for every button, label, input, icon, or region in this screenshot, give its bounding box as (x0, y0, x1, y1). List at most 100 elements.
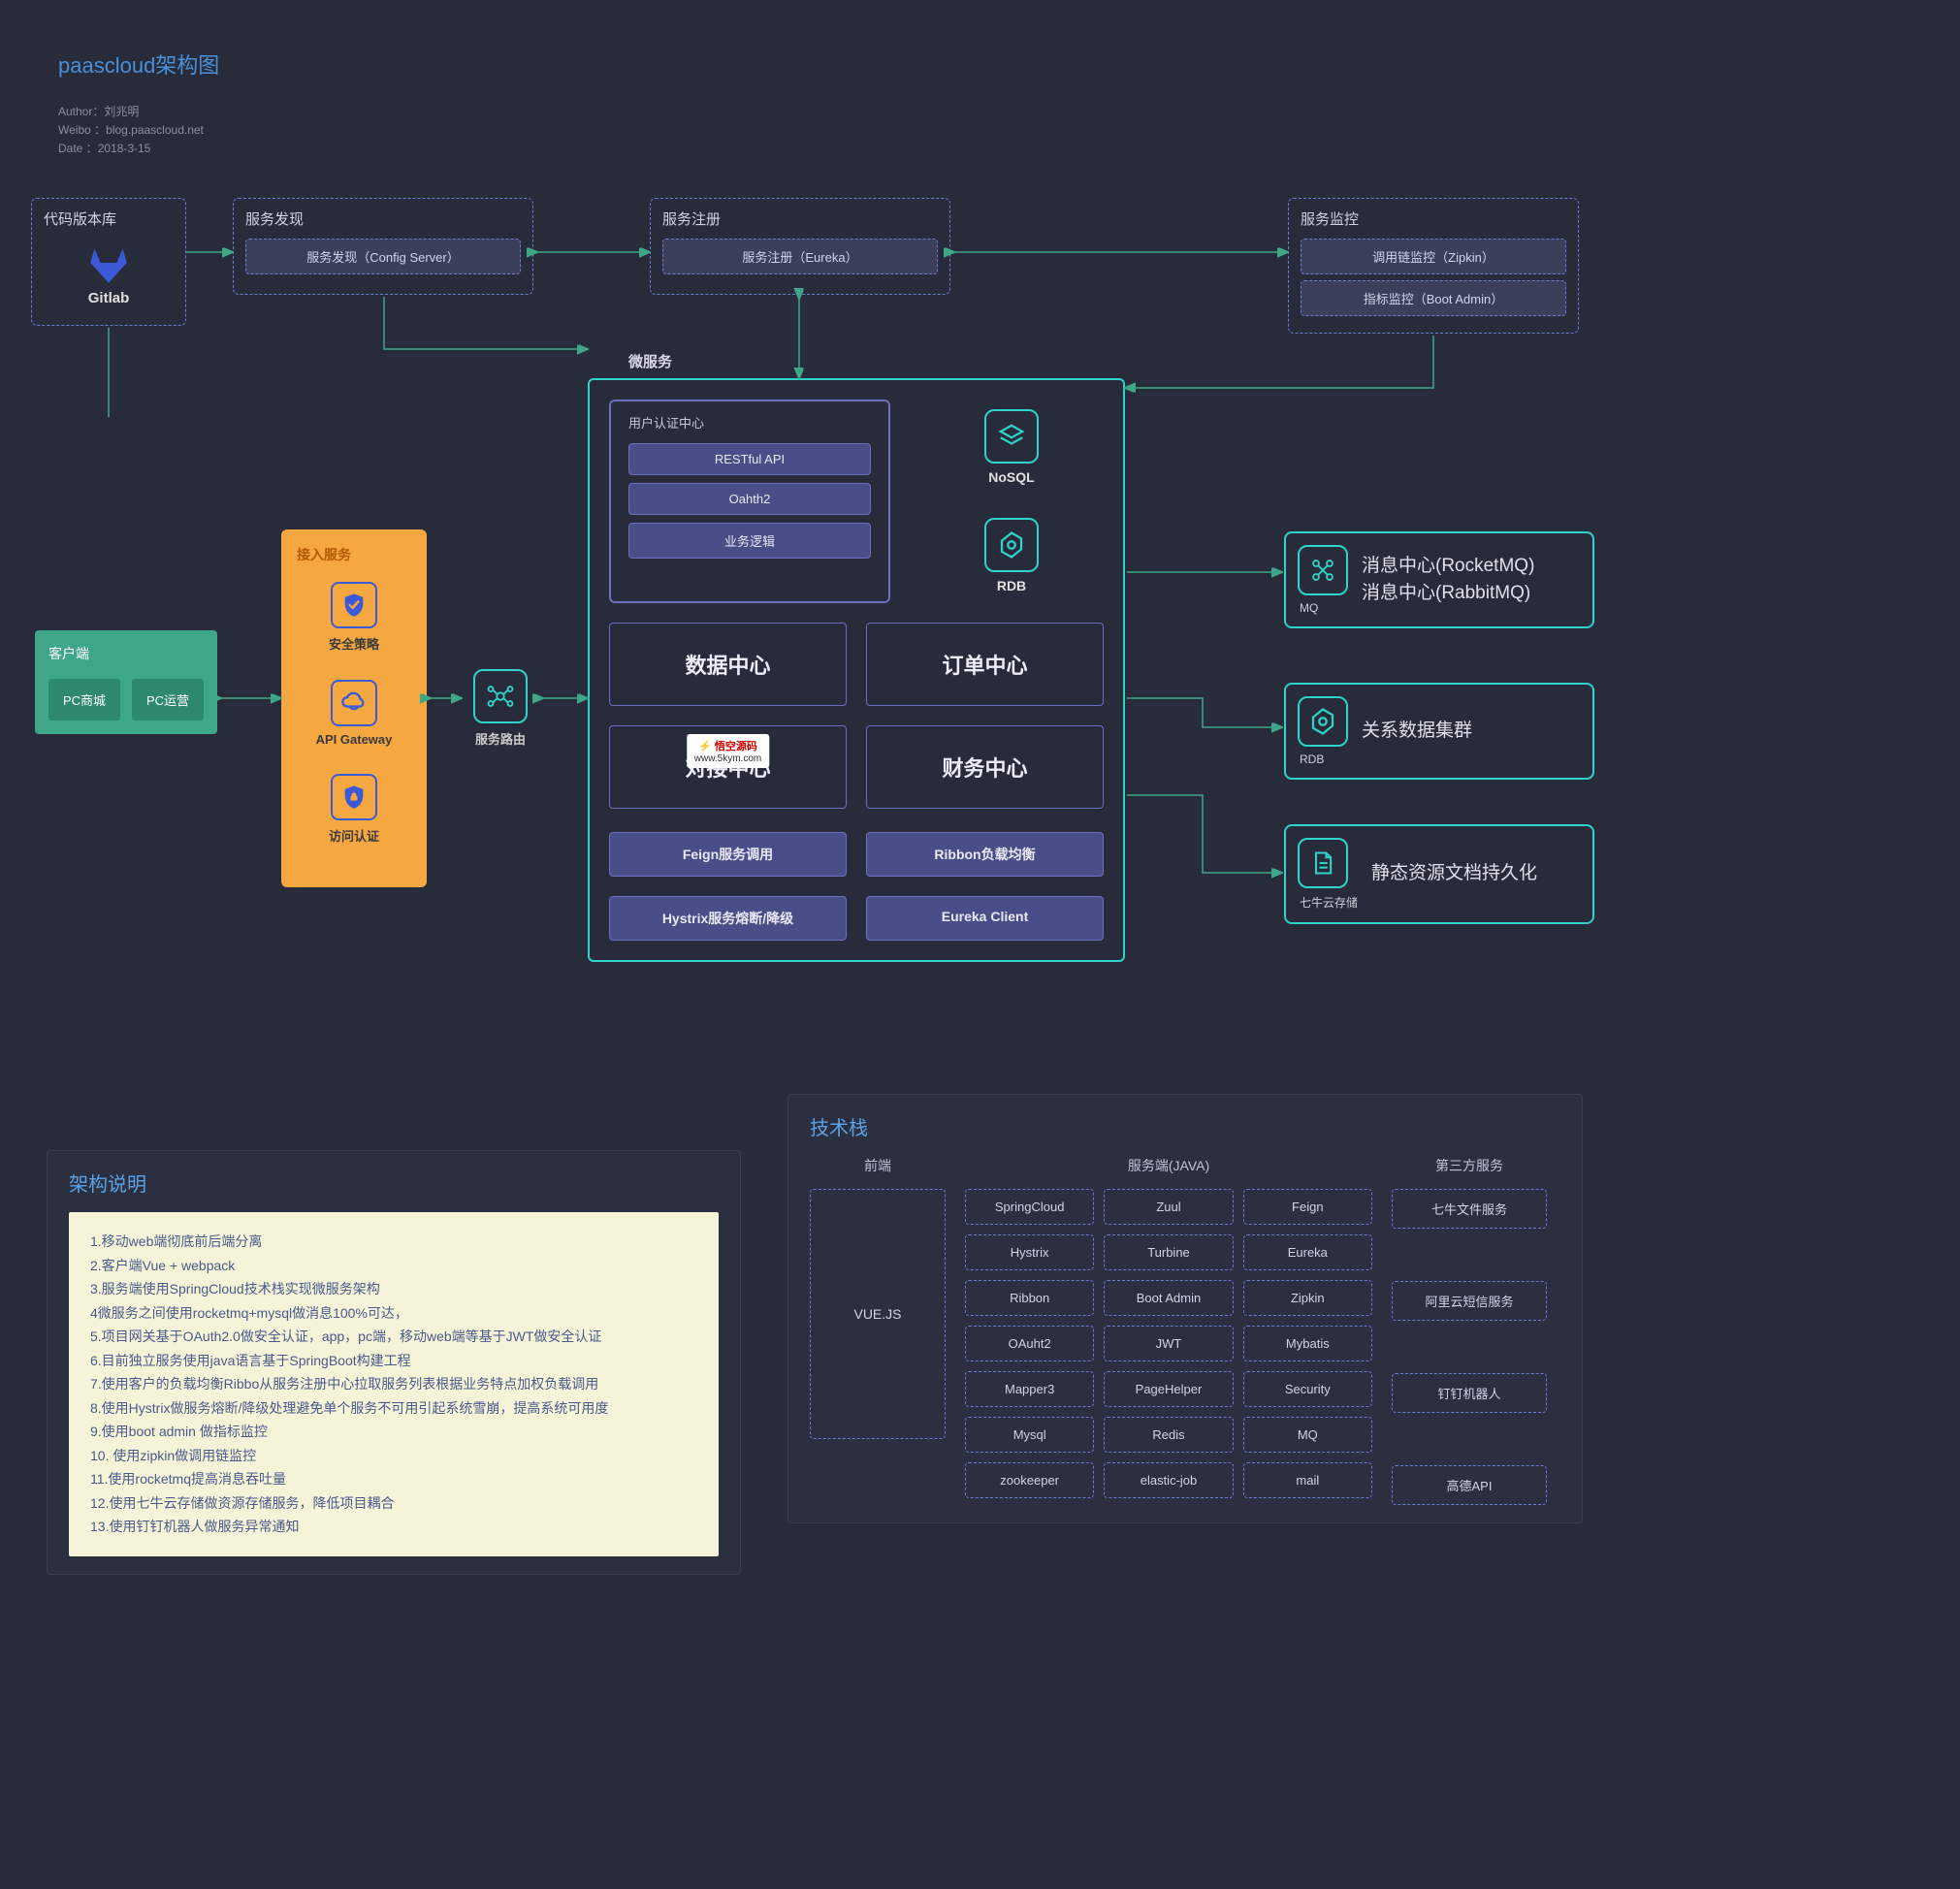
desc-line: 11.使用rocketmq提高消息吞吐量 (90, 1467, 697, 1491)
side-text: 关系数据集群 (1362, 718, 1472, 746)
auth-chip: Oahth2 (628, 483, 871, 515)
desc-line: 9.使用boot admin 做指标监控 (90, 1420, 697, 1444)
gitlab-box: 代码版本库 Gitlab (31, 198, 186, 326)
stack-cell: OAuht2 (965, 1326, 1094, 1361)
monitor-chip: 调用链监控（Zipkin） (1301, 239, 1566, 274)
desc-line: 13.使用钉钉机器人做服务异常通知 (90, 1515, 697, 1539)
desc-line: 8.使用Hystrix做服务熔断/降级处理避免单个服务不可用引起系统雪崩，提高系… (90, 1396, 697, 1421)
client-title: 客户端 (48, 644, 204, 663)
db-label: RDB (919, 578, 1104, 593)
stack-cell: Eureka (1243, 1234, 1372, 1270)
hex-db-icon (1298, 696, 1348, 747)
meta-weibo: Weibo ：blog.paascloud.net (58, 121, 204, 140)
stack-front-cell: VUE.JS (810, 1189, 946, 1439)
access-label: API Gateway (297, 732, 411, 747)
access-title: 接入服务 (297, 545, 411, 564)
svc-cell: Ribbon负载均衡 (866, 832, 1104, 877)
desc-line: 6.目前独立服务使用java语言基于SpringBoot构建工程 (90, 1349, 697, 1373)
side-under: MQ (1300, 601, 1348, 615)
shield-lock-icon (331, 774, 377, 820)
desc-line: 1.移动web端彻底前后端分离 (90, 1230, 697, 1254)
stack-cell: Zuul (1104, 1189, 1233, 1225)
access-box: 接入服务 安全策略 API Gateway 访问认证 (281, 529, 427, 887)
page-title: paascloud架构图 (58, 48, 219, 80)
stack-cell: 七牛文件服务 (1392, 1189, 1547, 1229)
auth-title: 用户认证中心 (628, 413, 871, 432)
stack-cell: Zipkin (1243, 1280, 1372, 1316)
cloud-route-icon (331, 680, 377, 726)
micro-title: 微服务 (628, 351, 672, 371)
monitor-chip: 指标监控（Boot Admin） (1301, 280, 1566, 316)
svc-cell: Hystrix服务熔断/降级 (609, 896, 847, 941)
center-cell: 财务中心 (866, 725, 1104, 809)
stack-title: 技术栈 (810, 1112, 1560, 1140)
registry-title: 服务注册 (662, 208, 938, 229)
desc-line: 2.客户端Vue + webpack (90, 1254, 697, 1278)
monitor-box: 服务监控 调用链监控（Zipkin） 指标监控（Boot Admin） (1288, 198, 1579, 334)
micro-box: 用户认证中心 RESTful API Oahth2 业务逻辑 NoSQL RDB 数据… (588, 378, 1125, 962)
stack-cell: zookeeper (965, 1462, 1094, 1498)
center-cell: 订单中心 (866, 623, 1104, 706)
db-card: RDB (919, 518, 1104, 593)
desc-title: 架构说明 (69, 1169, 719, 1197)
stack-panel: 技术栈 前端 VUE.JS 服务端(JAVA) SpringCloudZuulF… (787, 1094, 1583, 1523)
client-cell: PC运营 (132, 679, 204, 720)
stack-cell: Ribbon (965, 1280, 1094, 1316)
auth-chip: 业务逻辑 (628, 523, 871, 559)
route-label: 服务路由 (462, 729, 539, 748)
stack-server-title: 服务端(JAVA) (965, 1156, 1372, 1175)
stack-cell: Boot Admin (1104, 1280, 1233, 1316)
stack-cell: Hystrix (965, 1234, 1094, 1270)
stack-cell: mail (1243, 1462, 1372, 1498)
monitor-title: 服务监控 (1301, 208, 1566, 229)
center-cell: 对接中心⚡ 悟空源码www.5kym.com (609, 725, 847, 809)
route-block: 服务路由 (462, 669, 539, 748)
db-label: NoSQL (919, 469, 1104, 485)
desc-line: 12.使用七牛云存储做资源存储服务，降低项目耦合 (90, 1491, 697, 1516)
access-item: API Gateway (297, 680, 411, 747)
gitlab-icon (82, 239, 135, 287)
auth-chip: RESTful API (628, 443, 871, 475)
registry-box: 服务注册 服务注册（Eureka） (650, 198, 950, 295)
side-under: RDB (1300, 752, 1348, 766)
desc-panel: 架构说明 1.移动web端彻底前后端分离2.客户端Vue + webpack3.… (47, 1150, 741, 1575)
access-item: 访问认证 (297, 774, 411, 845)
stack-cell: 钉钉机器人 (1392, 1373, 1547, 1413)
shield-check-icon (331, 582, 377, 628)
doc-icon (1298, 838, 1348, 888)
gitlab-label: Gitlab (44, 290, 174, 306)
client-box: 客户端 PC商城 PC运营 (35, 630, 217, 734)
discovery-chip: 服务发现（Config Server） (245, 239, 521, 274)
desc-line: 10. 使用zipkin做调用链监控 (90, 1444, 697, 1468)
discovery-title: 服务发现 (245, 208, 521, 229)
side-under: 七牛云存储 (1300, 894, 1358, 911)
network-icon (473, 669, 528, 723)
registry-chip: 服务注册（Eureka） (662, 239, 938, 274)
stack-cell: Redis (1104, 1417, 1233, 1453)
auth-box: 用户认证中心 RESTful API Oahth2 业务逻辑 (609, 400, 890, 603)
stack-cell: JWT (1104, 1326, 1233, 1361)
db-card: NoSQL (919, 409, 1104, 485)
access-label: 访问认证 (297, 826, 411, 845)
side-text: 消息中心(RocketMQ)消息中心(RabbitMQ) (1362, 553, 1534, 608)
center-cell: 数据中心 (609, 623, 847, 706)
meta-author: Author：刘兆明 (58, 103, 204, 121)
stack-cell: Security (1243, 1371, 1372, 1407)
side-box: 七牛云存储静态资源文档持久化 (1284, 824, 1594, 924)
access-item: 安全策略 (297, 582, 411, 653)
stack-cell: Mysql (965, 1417, 1094, 1453)
mq-icon (1298, 545, 1348, 595)
stack-cell: Mybatis (1243, 1326, 1372, 1361)
layers-icon (984, 409, 1039, 464)
access-label: 安全策略 (297, 634, 411, 653)
stack-cell: 阿里云短信服务 (1392, 1281, 1547, 1321)
side-box: RDB 关系数据集群 (1284, 683, 1594, 780)
stack-cell: Mapper3 (965, 1371, 1094, 1407)
client-cell: PC商城 (48, 679, 120, 720)
side-text: 静态资源文档持久化 (1371, 860, 1537, 888)
svc-cell: Eureka Client (866, 896, 1104, 941)
desc-line: 4微服务之间使用rocketmq+mysql做消息100%可达， (90, 1301, 697, 1326)
stack-third-title: 第三方服务 (1392, 1156, 1547, 1175)
svc-cell: Feign服务调用 (609, 832, 847, 877)
gitlab-title: 代码版本库 (44, 208, 174, 229)
